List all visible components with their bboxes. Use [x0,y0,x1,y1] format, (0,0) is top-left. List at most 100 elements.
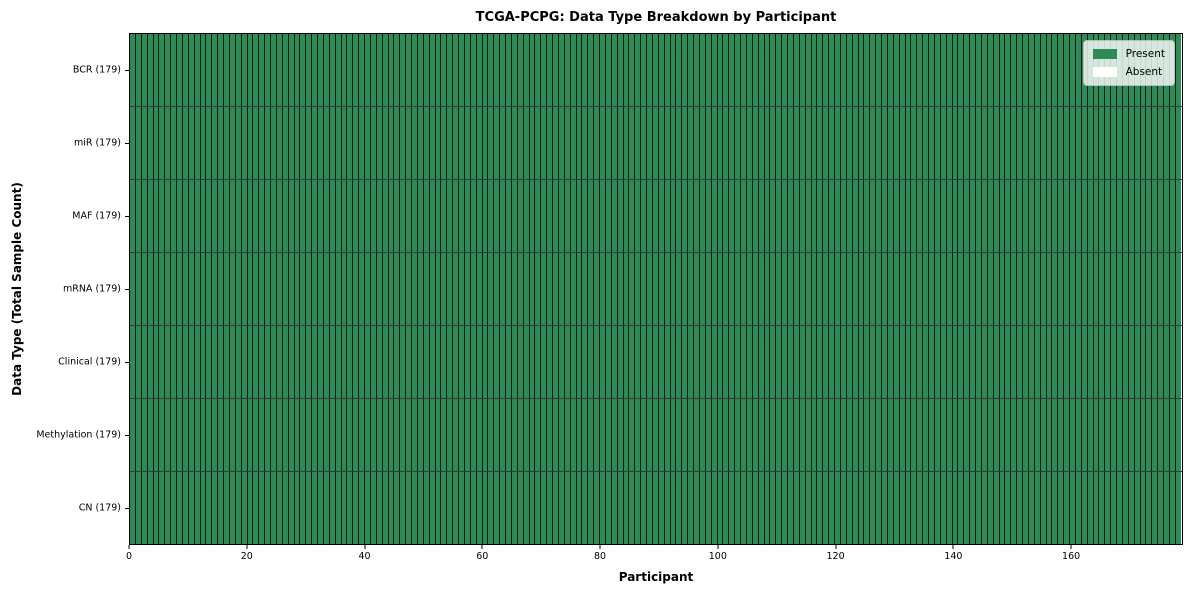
heatmap-cell [412,180,418,252]
heatmap-cell [265,472,271,544]
heatmap-cell [394,107,401,179]
heatmap-cell [987,472,994,544]
heatmap-cell [417,34,424,106]
heatmap-cell [576,472,583,544]
heatmap-cell [1011,472,1018,544]
heatmap-cell [318,107,324,179]
heatmap-cell [887,107,894,179]
heatmap-cell [365,107,371,179]
heatmap-cell [171,34,177,106]
heatmap-cell [464,180,471,252]
heatmap-cell [699,399,706,471]
heatmap-cell [876,180,882,252]
heatmap-cell [929,326,935,398]
heatmap-cell [188,326,195,398]
heatmap-cell [1117,107,1123,179]
heatmap-cell [412,472,418,544]
heatmap-cell [582,107,589,179]
heatmap-cell [1052,253,1059,325]
heatmap-cell [312,326,318,398]
heatmap-cell [764,399,771,471]
heatmap-cell [582,180,589,252]
heatmap-cell [541,34,548,106]
heatmap-cell [218,180,224,252]
heatmap-cell [459,107,465,179]
heatmap-cell [517,399,524,471]
heatmap-cell [600,107,606,179]
heatmap-cell [1040,399,1047,471]
heatmap-cell [617,472,624,544]
heatmap-cell [159,180,166,252]
heatmap-cell [1005,472,1012,544]
heatmap-cell [746,107,753,179]
heatmap-cell [218,107,224,179]
heatmap-cell [776,399,783,471]
heatmap-cell [1158,107,1164,179]
heatmap-cell [717,472,724,544]
heatmap-cell [594,34,600,106]
heatmap-cell [1175,180,1181,252]
heatmap-cell [165,107,172,179]
y-tick-label: Clinical (179) [58,356,121,368]
heatmap-cell [353,399,360,471]
heatmap-cell [235,107,242,179]
heatmap-cell [165,34,172,106]
heatmap-cell [611,34,618,106]
heatmap-cell [658,399,665,471]
heatmap-cell [817,253,824,325]
x-tick-mark [364,545,366,549]
heatmap-cell [171,180,177,252]
heatmap-cell [1070,399,1076,471]
heatmap-cell [617,326,624,398]
heatmap-cell [858,180,865,252]
heatmap-cell [1175,253,1181,325]
heatmap-cell [899,399,906,471]
heatmap-row-methylation [130,399,1182,472]
heatmap-cell [435,180,442,252]
heatmap-cell [130,107,136,179]
heatmap-cell [306,399,313,471]
heatmap-cell [482,180,489,252]
heatmap-cell [782,472,788,544]
heatmap-cell [682,34,689,106]
heatmap-cell [347,399,354,471]
heatmap-cell [741,326,747,398]
heatmap-cell [1111,472,1117,544]
heatmap-cell [229,180,236,252]
heatmap-cell [923,326,929,398]
heatmap-cell [882,253,888,325]
heatmap-cell [553,180,559,252]
heatmap-cell [776,472,783,544]
heatmap-cell [934,253,941,325]
heatmap-cell [1105,399,1112,471]
heatmap-cell [459,180,465,252]
heatmap-cell [764,253,771,325]
heatmap-cell [1093,326,1100,398]
heatmap-cell [130,34,136,106]
heatmap-cell [999,472,1006,544]
heatmap-cell [1028,326,1035,398]
heatmap-cell [1017,34,1023,106]
heatmap-cell [429,253,436,325]
heatmap-cell [529,472,536,544]
heatmap-cell [206,253,213,325]
heatmap-cell [1058,399,1065,471]
heatmap-cell [511,180,518,252]
heatmap-cell [811,180,818,252]
heatmap-cell [670,326,677,398]
heatmap-cell [241,34,248,106]
heatmap-cell [917,253,924,325]
heatmap-cell [682,107,689,179]
heatmap-cell [323,107,330,179]
heatmap-cell [417,253,424,325]
heatmap-cell [276,253,283,325]
y-tick-mark [125,215,129,217]
heatmap-cell [1128,253,1135,325]
heatmap-cell [682,472,689,544]
y-tick-mark [125,508,129,510]
heatmap-cell [341,107,348,179]
heatmap-cell [846,180,853,252]
y-tick-mark [125,435,129,437]
heatmap-cell [300,253,307,325]
heatmap-cell [141,399,148,471]
